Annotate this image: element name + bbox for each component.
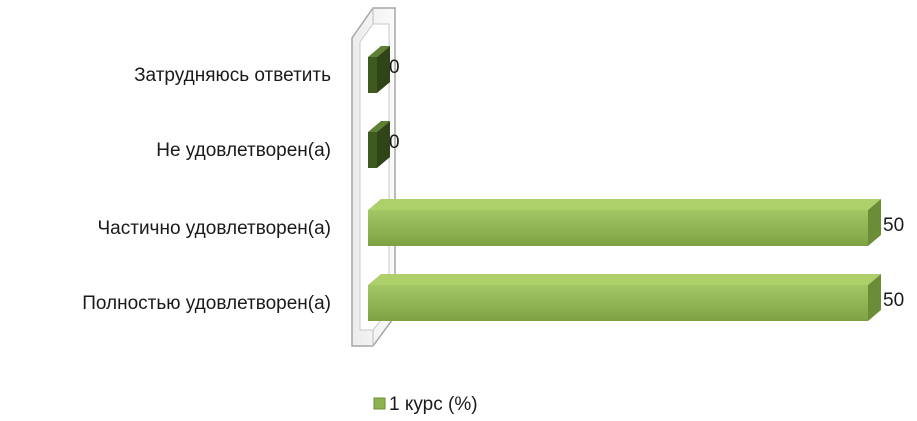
data-label: 0	[389, 132, 400, 153]
value-labels: 0 0 50 50	[389, 57, 904, 311]
data-label: 0	[389, 57, 400, 78]
category-label: Затрудняюсь ответить	[134, 65, 331, 86]
bar-top-face	[368, 121, 390, 132]
category-label: Не удовлетворен(а)	[156, 140, 331, 161]
bar-side-face	[868, 274, 881, 321]
bars-group	[368, 46, 881, 321]
legend-label: 1 курс (%)	[389, 394, 478, 415]
category-label: Частично удовлетворен(а)	[98, 218, 331, 239]
bar-side-face	[868, 199, 881, 246]
chart-wall	[351, 7, 396, 347]
category-label: Полностью удовлетворен(а)	[82, 293, 331, 314]
bar-2	[368, 199, 881, 246]
bar-top-face	[368, 274, 881, 285]
bar-0	[368, 46, 390, 93]
bar-front-face	[368, 132, 377, 168]
data-label: 50	[883, 290, 904, 311]
bar-front-face	[368, 285, 868, 321]
bar-1	[368, 121, 390, 168]
green-square-icon	[373, 397, 386, 410]
bar-top-face	[368, 46, 390, 57]
bar-front-face	[368, 57, 377, 93]
bar-side-face	[377, 46, 390, 93]
bar-front-face	[368, 210, 868, 246]
bar-top-face	[368, 199, 881, 210]
bar-side-face	[377, 121, 390, 168]
legend: 1 курс (%)	[373, 394, 478, 415]
bar-3	[368, 274, 881, 321]
data-label: 50	[883, 215, 904, 236]
category-labels: Затрудняюсь ответить Не удовлетворен(а) Ча…	[82, 65, 331, 314]
